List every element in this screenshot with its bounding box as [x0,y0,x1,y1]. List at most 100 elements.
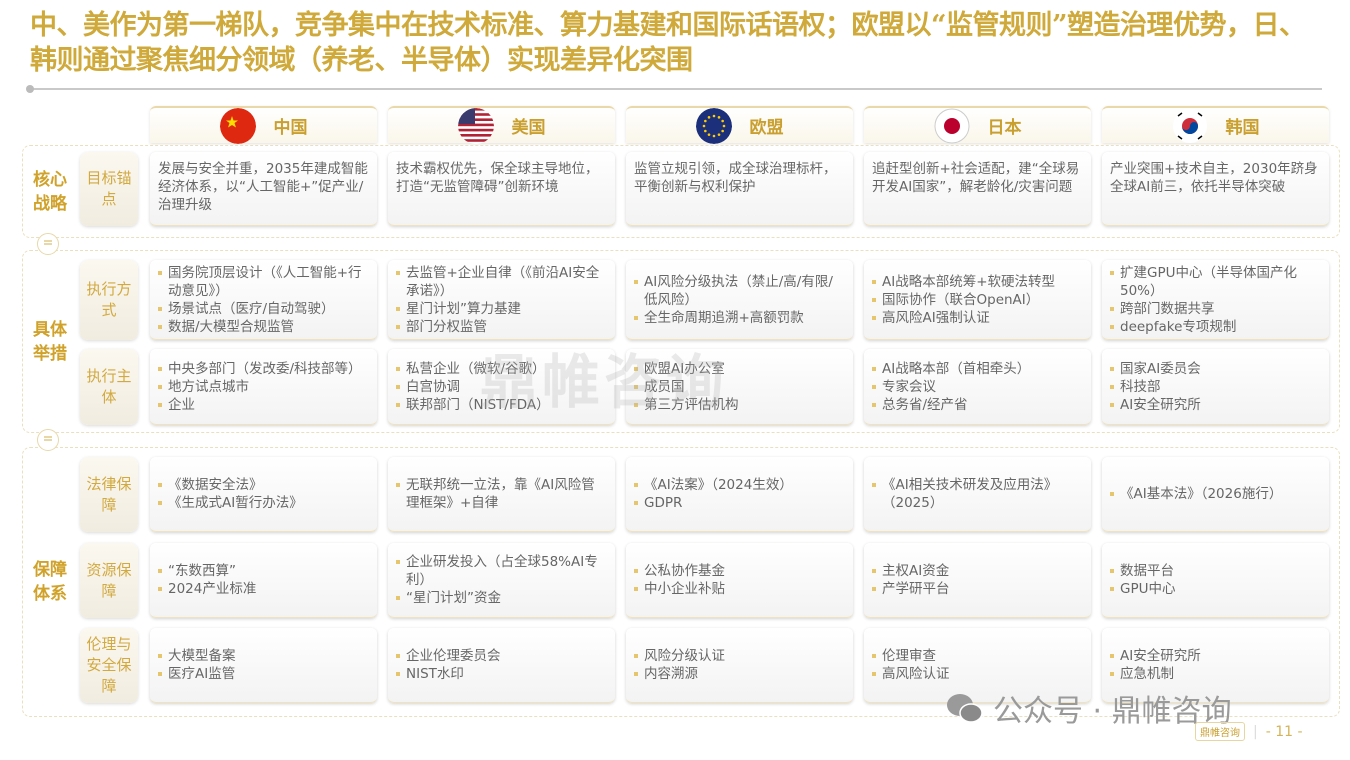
table-cell: 欧盟AI办公室 成员国 第三方评估机构 [626,349,853,425]
china-flag-icon [219,107,256,144]
list-item: 《AI基本法》（2026施行） [1110,485,1321,503]
list-item: 科技部 [1110,378,1321,396]
page-number: - 11 - [1265,723,1303,740]
korea-flag-icon [1172,108,1208,144]
list-item: 第三方评估机构 [634,396,845,414]
table-cell: 数据平台 GPU中心 [1102,543,1329,618]
list-item: 去监管+企业自律（《前沿AI安全承诺》） [396,264,607,300]
table-cell: 产业突围+技术自主，2030年跻身全球AI前三，依托半导体突破 [1102,152,1329,226]
list-item: 产学研平台 [872,580,1083,598]
list-item: AI风险分级执法（禁止/高/有限/低风险） [634,273,845,309]
column-name: 中国 [273,118,308,138]
list-item: AI安全研究所 [1110,647,1321,665]
column-header-0: 中国 [150,106,377,144]
column-header-1: 美国 [388,106,615,144]
list-item: 无联邦统一立法，靠《AI风险管理框架》+自律 [396,476,607,512]
table-cell: 发展与安全并重，2035年建成智能经济体系，以“人工智能+”促产业/治理升级 [150,152,377,226]
row-label: 执行方式 [80,260,138,340]
section-label: 具体举措 [33,319,67,364]
table-cell: 主权AI资金 产学研平台 [864,543,1091,618]
list-item: “星门计划”资金 [396,589,607,607]
list-item: 风险分级认证 [634,647,845,665]
list-item: 地方试点城市 [158,378,369,396]
table-cell: 中央多部门（发改委/科技部等） 地方试点城市 企业 [150,349,377,425]
table-cell: 无联邦统一立法，靠《AI风险管理框架》+自律 [388,457,615,532]
section-separator-icon [37,429,59,451]
list-item: 企业研发投入（占全球58%AI专利） [396,553,607,589]
list-item: 全生命周期追溯+高额罚款 [634,309,845,327]
row-label: 资源保障 [80,543,138,618]
column-header-2: 欧盟 [626,106,853,144]
list-item: 星门计划”算力基建 [396,300,607,318]
cell-text: 发展与安全并重，2035年建成智能经济体系，以“人工智能+”促产业/治理升级 [158,161,368,213]
list-item: 数据/大模型合规监管 [158,318,369,336]
list-item: 欧盟AI办公室 [634,360,845,378]
column-name: 欧盟 [749,118,784,138]
wechat-footer: 公众号 · 鼎帷咨询 [945,686,1232,730]
list-item: 《数据安全法》 [158,476,369,494]
column-name: 韩国 [1225,118,1260,138]
usa-flag-icon [457,107,494,144]
list-item: 《AI法案》（2024生效） [634,476,845,494]
watermark: 鼎帷咨询 [480,348,729,416]
list-item: 成员国 [634,378,845,396]
list-item: 企业 [158,396,369,414]
table-cell: 国家AI委员会 科技部 AI安全研究所 [1102,349,1329,425]
list-item: 国务院顶层设计（《人工智能+行动意见》） [158,264,369,300]
list-item: 跨部门数据共享 [1110,300,1321,318]
table-cell: 追赶型创新+社会适配，建“全球易开发AI国家”，解老龄化/灾害问题 [864,152,1091,226]
cell-text: 技术霸权优先，保全球主导地位，打造“无监管障碍”创新环境 [396,161,599,195]
list-item: NIST水印 [396,665,607,683]
list-item: 国际协作（联合OpenAI） [872,291,1083,309]
table-cell: 《AI法案》（2024生效） GDPR [626,457,853,532]
table-cell: 伦理审查 高风险认证 [864,628,1091,703]
list-item: 数据平台 [1110,562,1321,580]
company-logo: 鼎帷咨询 [1195,722,1245,741]
divider-dot [26,85,34,93]
list-item: deepfake专项规制 [1110,318,1321,336]
list-item: AI战略本部（首相牵头） [872,360,1083,378]
table-cell: AI风险分级执法（禁止/高/有限/低风险） 全生命周期追溯+高额罚款 [626,260,853,340]
row-label: 目标锚点 [80,152,138,226]
column-name: 日本 [987,118,1022,138]
column-header-3: 日本 [864,106,1091,143]
list-item: 高风险AI强制认证 [872,309,1083,327]
list-item: 内容溯源 [634,665,845,683]
list-item: 高风险认证 [872,665,1083,683]
table-cell: AI安全研究所 应急机制 [1102,628,1329,703]
list-item: 《AI相关技术研发及应用法》（2025） [872,476,1083,512]
list-item: 2024产业标准 [158,580,369,598]
list-item: 《生成式AI暂行办法》 [158,494,369,512]
list-item: 公私协作基金 [634,562,845,580]
section-label: 核心战略 [33,169,67,214]
section-separator-icon [37,233,59,255]
list-item: “东数西算” [158,562,369,580]
list-item: 私营企业（微软/谷歌） [396,360,607,378]
title-divider [30,88,1322,90]
wechat-icon [947,694,983,723]
page-footer: 鼎帷咨询 | - 11 - [1195,722,1303,741]
list-item: 国家AI委员会 [1110,360,1321,378]
list-item: 扩建GPU中心（半导体国产化50%） [1110,264,1321,300]
section-label: 保障体系 [33,560,67,604]
row-label: 法律保障 [80,457,138,532]
table-cell: AI战略本部统筹+软硬法转型 国际协作（联合OpenAI） 高风险AI强制认证 [864,260,1091,340]
list-item: 部门分权监管 [396,318,607,336]
column-header-4: 韩国 [1102,106,1329,143]
cell-text: 监管立规引领，成全球治理标杆，平衡创新与权利保护 [634,161,837,195]
list-item: 场景试点（医疗/自动驾驶） [158,300,369,318]
table-cell: 国务院顶层设计（《人工智能+行动意见》） 场景试点（医疗/自动驾驶） 数据/大模型合… [150,260,377,340]
table-cell: 技术霸权优先，保全球主导地位，打造“无监管障碍”创新环境 [388,152,615,226]
list-item: 中小企业补贴 [634,580,845,598]
table-cell: 私营企业（微软/谷歌） 白宫协调 联邦部门（NIST/FDA） [388,349,615,425]
column-name: 美国 [511,118,546,138]
table-cell: 《AI基本法》（2026施行） [1102,457,1329,532]
list-item: AI安全研究所 [1110,396,1321,414]
list-item: 总务省/经产省 [872,396,1083,414]
list-item: 主权AI资金 [872,562,1083,580]
wechat-account: 公众号 · 鼎帷咨询 [993,694,1232,729]
table-cell: 公私协作基金 中小企业补贴 [626,543,853,618]
table-cell: 大模型备案 医疗AI监管 [150,628,377,703]
table-cell: “东数西算” 2024产业标准 [150,543,377,618]
table-cell: 风险分级认证 内容溯源 [626,628,853,703]
